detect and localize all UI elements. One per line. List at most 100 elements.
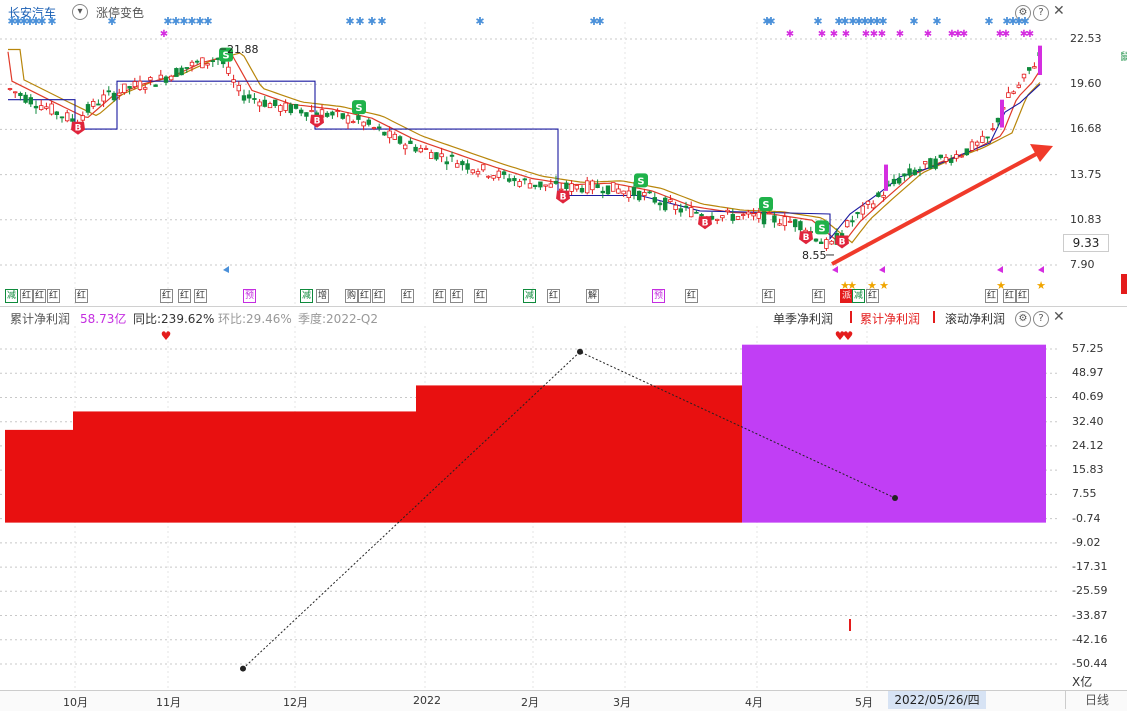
candle-down xyxy=(761,211,767,225)
event-tag[interactable]: 红 xyxy=(372,289,386,303)
candle-down xyxy=(288,104,293,114)
candle-down xyxy=(855,212,860,215)
candle-down xyxy=(330,111,335,116)
candle-down xyxy=(683,205,689,208)
candle-up xyxy=(486,175,491,178)
candle-up xyxy=(168,75,174,81)
close-icon[interactable]: ✕ xyxy=(1053,309,1065,325)
candle-down xyxy=(501,171,507,175)
event-tag[interactable]: 红 xyxy=(33,289,47,303)
gold-star-icon: ★ xyxy=(867,279,877,292)
candle-down xyxy=(819,241,824,244)
event-tag[interactable]: 减 xyxy=(300,289,314,303)
profit-dot xyxy=(577,348,583,355)
blue-star-icon: ✱ xyxy=(1002,15,1011,28)
candle-down xyxy=(928,158,933,169)
event-tag[interactable]: 减 xyxy=(5,289,19,303)
event-tag[interactable]: 减 xyxy=(523,289,537,303)
sell-signal-marker xyxy=(352,100,366,115)
candle-up xyxy=(189,61,195,67)
candle-up xyxy=(860,205,865,215)
blue-star-icon: ✱ xyxy=(766,15,775,28)
event-tag[interactable]: 红 xyxy=(75,289,89,303)
blue-star-icon: ✱ xyxy=(589,15,598,28)
event-tag[interactable]: 红 xyxy=(47,289,61,303)
blue-star-icon: ✱ xyxy=(909,15,918,28)
sell-signal-label: S xyxy=(222,51,229,62)
event-tag[interactable]: 减 xyxy=(852,289,866,303)
price-y-tick: 7.90 xyxy=(1070,258,1095,271)
candle-down xyxy=(59,116,65,119)
question-icon[interactable]: ? xyxy=(1033,311,1049,327)
buy-signal-marker xyxy=(835,235,849,249)
event-tag[interactable]: 红 xyxy=(985,289,999,303)
profit-qoq: 环比:29.46% xyxy=(218,312,292,326)
event-tag[interactable]: 红 xyxy=(160,289,174,303)
event-tag[interactable]: 红 xyxy=(762,289,776,303)
candle-up xyxy=(548,183,553,188)
stock-name[interactable]: 长安汽车 xyxy=(8,6,57,20)
blue-star-icon: ✱ xyxy=(163,15,172,28)
event-tag[interactable]: 红 xyxy=(866,289,880,303)
event-tag[interactable]: 红 xyxy=(194,289,208,303)
price-y-tick: 19.60 xyxy=(1070,77,1102,91)
event-tag[interactable]: 红 xyxy=(450,289,464,303)
price-y-tick: 13.75 xyxy=(1070,167,1102,181)
magenta-star-icon: ✱ xyxy=(948,29,956,40)
blue-star-icon: ✱ xyxy=(813,15,822,28)
event-tag[interactable]: 购 xyxy=(345,289,359,303)
profit-y-tick: -0.74 xyxy=(1072,511,1101,525)
event-tag[interactable]: 红 xyxy=(401,289,415,303)
candle-up xyxy=(824,239,829,249)
event-tag[interactable]: 红 xyxy=(178,289,192,303)
candle-down xyxy=(210,60,215,63)
candle-up xyxy=(616,188,621,194)
profit-chart[interactable]: ♥ ♥♥ xyxy=(0,326,1127,690)
time-axis-label: 4月 xyxy=(745,696,763,709)
candle-up xyxy=(101,94,106,102)
legend-cumulative[interactable]: 累计净利润 xyxy=(860,312,921,326)
blue-star-icon: ✱ xyxy=(355,15,364,28)
side-tab[interactable] xyxy=(1121,274,1127,294)
candle-down xyxy=(340,113,345,119)
period-label[interactable]: 日线 xyxy=(1084,693,1109,707)
candle-down xyxy=(850,220,855,223)
period-tab[interactable]: 日线 xyxy=(1065,691,1127,709)
event-tag[interactable]: 红 xyxy=(433,289,447,303)
time-axis xyxy=(0,690,1127,711)
event-tag[interactable]: 红 xyxy=(1016,289,1030,303)
candle-down xyxy=(533,184,538,188)
blue-star-icon: ✱ xyxy=(878,15,887,28)
event-tag[interactable]: 红 xyxy=(685,289,699,303)
candle-down xyxy=(600,190,605,194)
time-axis-label: 12月 xyxy=(283,696,308,709)
event-tag[interactable]: 红 xyxy=(547,289,561,303)
legend-rolling[interactable]: 滚动净利润 xyxy=(945,312,1006,326)
cursor-date: 2022/05/26/四 xyxy=(894,693,980,707)
magenta-star-icon: ✱ xyxy=(818,29,826,40)
event-tag[interactable]: 红 xyxy=(1003,289,1017,303)
candle-down xyxy=(663,197,668,211)
event-tag[interactable]: 预 xyxy=(652,289,666,303)
candle-up xyxy=(345,115,351,124)
gear-icon[interactable]: ⚙ xyxy=(1015,5,1031,21)
ma-short-line xyxy=(7,51,1041,244)
chevron-down-icon[interactable]: ▾ xyxy=(72,4,88,20)
gear-icon[interactable]: ⚙ xyxy=(1015,311,1031,327)
event-tag[interactable]: 解 xyxy=(586,289,600,303)
event-tag[interactable]: 预 xyxy=(243,289,257,303)
legend-single-quarter[interactable]: 单季净利润 xyxy=(773,312,834,326)
question-icon[interactable]: ? xyxy=(1033,5,1049,21)
event-tag[interactable]: 增 xyxy=(316,289,330,303)
event-tag[interactable]: 红 xyxy=(812,289,826,303)
candle-up xyxy=(257,101,262,107)
candle-up xyxy=(829,240,834,245)
event-tag[interactable]: 红 xyxy=(474,289,488,303)
event-tag[interactable]: 红 xyxy=(20,289,34,303)
magenta-star-icon: ✱ xyxy=(870,29,878,40)
candle-up xyxy=(439,153,444,158)
close-icon[interactable]: ✕ xyxy=(1053,3,1065,19)
indicator-name[interactable]: 涨停变色 xyxy=(96,6,145,20)
event-tag[interactable]: 红 xyxy=(358,289,372,303)
